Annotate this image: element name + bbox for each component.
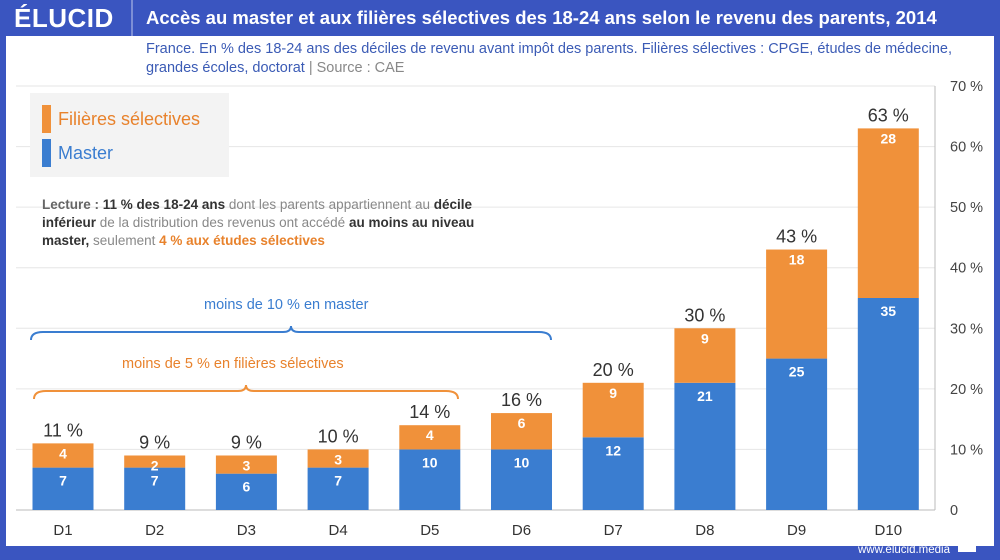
bar-selective-D5 xyxy=(399,425,461,450)
master-value-label: 10 xyxy=(514,454,530,470)
legend-label-selective: Filières sélectives xyxy=(58,108,201,129)
master-value-label: 7 xyxy=(59,473,67,489)
x-tick-label: D10 xyxy=(875,522,903,539)
elucid-logo: ÉLUCID xyxy=(14,3,114,33)
selective-brace-label: moins de 5 % en filières sélectives xyxy=(122,356,344,372)
bar-selective-D8 xyxy=(674,328,736,383)
note-highlight: 4 % aux études sélectives xyxy=(159,233,325,248)
master-value-label: 7 xyxy=(151,473,159,489)
y-tick-label: 70 % xyxy=(950,79,983,95)
master-brace-label: moins de 10 % en master xyxy=(204,297,369,313)
selective-value-label: 6 xyxy=(518,415,526,431)
x-tick-label: D7 xyxy=(604,522,623,539)
chart-title: Accès au master et aux filières sélectiv… xyxy=(146,7,937,28)
master-value-label: 7 xyxy=(334,473,342,489)
x-tick-label: D9 xyxy=(787,522,806,539)
y-tick-label: 30 % xyxy=(950,321,983,337)
selective-value-label: 4 xyxy=(426,427,434,443)
bar-selective-D1 xyxy=(32,443,94,468)
total-label: 10 % xyxy=(318,426,359,446)
legend-swatch-master xyxy=(42,139,51,167)
total-label: 63 % xyxy=(868,105,909,125)
bar-selective-D3 xyxy=(215,455,277,474)
total-label: 11 % xyxy=(43,420,83,440)
bar-master-D8 xyxy=(674,382,736,510)
selective-value-label: 9 xyxy=(701,330,709,346)
reading-note: Lecture : 11 % des 18-24 ans dont les pa… xyxy=(42,196,502,250)
y-tick-label: 60 % xyxy=(950,140,983,156)
x-tick-label: D3 xyxy=(237,522,256,539)
bar-selective-D2 xyxy=(124,455,186,468)
bar-selective-D6 xyxy=(491,413,552,450)
bar-master-D7 xyxy=(582,437,644,510)
total-label: 16 % xyxy=(501,390,542,410)
legend-item-selective: Filières sélectives xyxy=(42,105,200,133)
master-value-label: 12 xyxy=(605,442,621,458)
bar-master-D2 xyxy=(124,467,186,510)
master-value-label: 10 xyxy=(422,454,438,470)
x-tick-label: D8 xyxy=(695,522,714,539)
selective-value-label: 3 xyxy=(334,451,342,467)
bar-master-D3 xyxy=(215,473,277,510)
bar-master-D1 xyxy=(32,467,94,510)
header-divider xyxy=(131,0,133,36)
y-tick-label: 0 xyxy=(950,503,958,519)
selective-value-label: 28 xyxy=(881,130,897,146)
total-label: 9 % xyxy=(139,432,170,452)
selective-value-label: 18 xyxy=(789,252,805,268)
chart-subtitle: France. En % des 18-24 ans des déciles d… xyxy=(146,40,986,78)
x-tick-label: D1 xyxy=(53,522,72,539)
master-value-label: 6 xyxy=(243,479,251,495)
elucid-flag-icon xyxy=(958,540,976,552)
master-value-label: 25 xyxy=(789,364,805,380)
note-text-2: de la distribution des revenus ont accéd… xyxy=(96,215,349,230)
total-label: 43 % xyxy=(776,227,817,247)
note-bold-2: décile inférieur xyxy=(42,197,473,230)
bar-selective-D4 xyxy=(307,449,369,468)
master-brace xyxy=(30,325,552,341)
footer-url: www.elucid.media xyxy=(857,544,950,556)
y-tick-label: 10 % xyxy=(950,442,983,458)
y-tick-label: 40 % xyxy=(950,261,983,277)
note-text-3: seulement xyxy=(89,233,160,248)
total-label: 30 % xyxy=(684,305,725,325)
bar-master-D4 xyxy=(307,467,369,510)
total-label: 14 % xyxy=(409,402,450,422)
x-tick-label: D6 xyxy=(512,522,531,539)
x-tick-label: D2 xyxy=(145,522,164,539)
selective-value-label: 4 xyxy=(59,445,67,461)
x-tick-label: D5 xyxy=(420,522,439,539)
bar-master-D9 xyxy=(766,358,828,510)
legend-label-master: Master xyxy=(58,142,114,163)
bar-master-D5 xyxy=(399,449,461,510)
note-prefix: Lecture : xyxy=(42,197,103,212)
selective-value-label: 9 xyxy=(609,385,617,401)
bar-selective-D9 xyxy=(766,249,828,359)
selective-value-label: 2 xyxy=(151,457,159,473)
selective-brace xyxy=(33,384,459,400)
bar-master-D6 xyxy=(491,449,552,510)
master-value-label: 21 xyxy=(697,388,713,404)
legend-item-master: Master xyxy=(42,139,113,167)
note-text-1: dont les parents appartiennent au xyxy=(225,197,434,212)
note-bold-3: au moins au niveau master, xyxy=(42,215,475,248)
subtitle-text: France. En % des 18-24 ans des déciles d… xyxy=(146,41,952,76)
total-label: 20 % xyxy=(593,360,634,380)
bar-master-D10 xyxy=(857,298,919,510)
note-bold-1: 11 % des 18-24 ans xyxy=(102,197,226,212)
total-label: 9 % xyxy=(231,432,262,452)
x-tick-label: D4 xyxy=(329,522,348,539)
chart-legend: Filières sélectives Master xyxy=(30,93,229,177)
bar-selective-D7 xyxy=(582,382,644,438)
y-tick-label: 50 % xyxy=(950,200,983,216)
bar-selective-D10 xyxy=(857,128,919,298)
y-tick-label: 20 % xyxy=(950,382,983,398)
subtitle-separator: | xyxy=(304,60,317,76)
header-bar: ÉLUCID Accès au master et aux filières s… xyxy=(0,0,1000,36)
selective-value-label: 3 xyxy=(243,457,251,473)
master-value-label: 35 xyxy=(881,303,897,319)
source-text: Source : CAE xyxy=(316,60,405,76)
legend-swatch-selective xyxy=(42,105,51,133)
